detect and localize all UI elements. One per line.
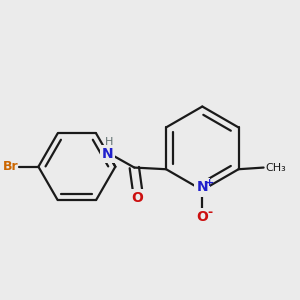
Text: O: O	[132, 191, 144, 205]
Text: CH₃: CH₃	[265, 163, 286, 172]
Text: +: +	[205, 178, 214, 188]
Text: H: H	[105, 137, 113, 148]
Text: N: N	[102, 147, 113, 161]
Text: N: N	[196, 181, 208, 194]
Text: Br: Br	[3, 160, 18, 173]
Text: -: -	[207, 206, 212, 219]
Text: O: O	[196, 210, 208, 224]
